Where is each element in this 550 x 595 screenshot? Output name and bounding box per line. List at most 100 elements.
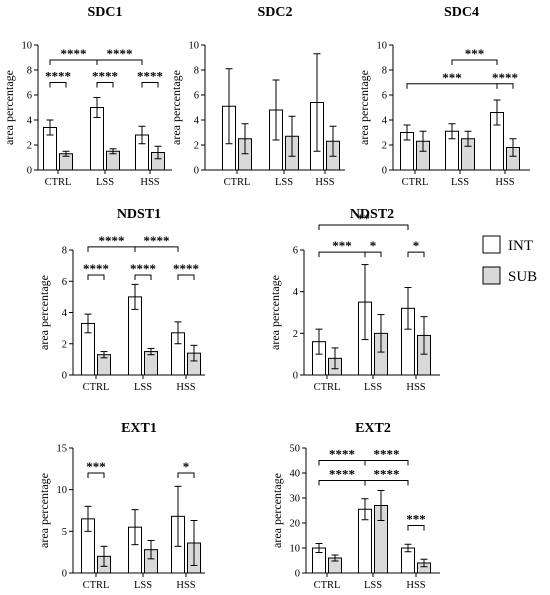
chart-sdc1: SDC1 area percentage 0 2 4 6 8 10 CTRL LSS HSS ****… xyxy=(2,5,172,188)
y-axis-label: area percentage xyxy=(169,70,183,145)
y-tick-label: 2 xyxy=(382,141,387,152)
y-tick-label: 20 xyxy=(290,519,301,530)
y-tick-label: 0 xyxy=(382,166,387,177)
legend-swatch-sub xyxy=(482,266,501,285)
x-tick-label: LSS xyxy=(96,177,114,188)
significance-bracket xyxy=(96,59,143,65)
significance-label: *** xyxy=(406,512,426,527)
significance-label: *** xyxy=(465,46,485,61)
x-tick-label: LSS xyxy=(364,382,382,393)
legend: INT SUB xyxy=(482,235,537,285)
significance-label: *** xyxy=(332,238,352,253)
x-tick-label: HSS xyxy=(406,382,425,393)
y-axis-label: area percentage xyxy=(37,473,51,548)
y-tick-label: 0 xyxy=(293,371,298,382)
significance-label: **** xyxy=(45,69,71,84)
x-tick-label: LSS xyxy=(275,177,293,188)
y-axis-label: area percentage xyxy=(268,275,282,350)
x-tick-label: LSS xyxy=(134,580,152,591)
y-tick-label: 4 xyxy=(194,116,200,127)
y-tick-label: 0 xyxy=(27,166,32,177)
x-tick-label: HSS xyxy=(406,580,425,591)
chart-title: SDC4 xyxy=(444,5,479,20)
y-tick-label: 0 xyxy=(62,569,67,580)
chart-title: EXT1 xyxy=(121,421,157,436)
significance-label: **** xyxy=(173,261,199,276)
chart-title: SDC1 xyxy=(87,5,122,20)
y-tick-label: 4 xyxy=(382,116,388,127)
significance-bracket xyxy=(177,472,195,478)
y-axis-label: area percentage xyxy=(270,473,284,548)
y-tick-label: 6 xyxy=(293,246,298,257)
x-tick-label: HSS xyxy=(176,382,195,393)
significance-label: **** xyxy=(374,467,400,482)
y-tick-label: 4 xyxy=(27,116,33,127)
significance-bracket xyxy=(96,82,114,88)
significance-bracket xyxy=(407,525,425,531)
significance-bracket xyxy=(87,472,105,478)
y-tick-label: 0 xyxy=(194,166,199,177)
y-tick-label: 10 xyxy=(22,41,33,52)
significance-label: * xyxy=(413,238,420,253)
y-tick-label: 2 xyxy=(27,141,32,152)
y-tick-label: 8 xyxy=(382,66,387,77)
significance-label: **** xyxy=(99,233,125,248)
y-tick-label: 2 xyxy=(62,339,67,350)
significance-label: **** xyxy=(374,447,400,462)
significance-label: **** xyxy=(130,261,156,276)
significance-label: *** xyxy=(442,70,462,85)
significance-bracket xyxy=(364,480,409,486)
x-tick-label: LSS xyxy=(451,177,469,188)
y-tick-label: 10 xyxy=(377,41,388,52)
y-tick-label: 4 xyxy=(62,308,68,319)
x-tick-label: CTRL xyxy=(314,382,341,393)
y-tick-label: 8 xyxy=(194,66,199,77)
y-tick-label: 6 xyxy=(62,277,67,288)
y-tick-label: 30 xyxy=(290,494,301,505)
y-tick-label: 0 xyxy=(295,569,300,580)
significance-bracket xyxy=(496,83,514,89)
significance-bracket xyxy=(364,251,382,258)
significance-label: **** xyxy=(92,69,118,84)
y-tick-label: 2 xyxy=(194,141,199,152)
chart-title: SDC2 xyxy=(257,5,292,20)
significance-bracket xyxy=(134,274,152,280)
significance-label: **** xyxy=(492,70,518,85)
legend-label-int: INT xyxy=(508,238,533,254)
y-tick-label: 40 xyxy=(290,469,301,480)
chart-ext2: EXT2 area percentage 0 10 20 30 40 50 CTRL LSS HSS… xyxy=(270,421,440,591)
y-tick-label: 10 xyxy=(290,544,301,555)
chart-title: EXT2 xyxy=(355,421,391,436)
x-tick-label: CTRL xyxy=(224,177,251,188)
y-tick-label: 4 xyxy=(293,287,299,298)
significance-label: *** xyxy=(86,459,106,474)
significance-bracket xyxy=(141,82,159,88)
y-tick-label: 8 xyxy=(62,246,67,257)
significance-label: **** xyxy=(329,447,355,462)
x-tick-label: CTRL xyxy=(83,382,110,393)
x-tick-label: CTRL xyxy=(45,177,72,188)
y-tick-label: 15 xyxy=(57,444,68,455)
significance-label: **** xyxy=(137,69,163,84)
x-tick-label: LSS xyxy=(364,580,382,591)
significance-bracket xyxy=(134,246,179,252)
y-axis-label: area percentage xyxy=(357,70,371,145)
legend-swatch-int xyxy=(482,235,501,254)
significance-bracket xyxy=(318,224,409,230)
chart-title: NDST1 xyxy=(117,207,161,222)
chart-title: NDST2 xyxy=(350,207,394,222)
significance-label: ** xyxy=(357,211,370,226)
significance-bracket xyxy=(87,274,105,280)
significance-label: * xyxy=(370,238,377,253)
significance-label: **** xyxy=(329,467,355,482)
y-tick-label: 6 xyxy=(27,91,32,102)
significance-bracket xyxy=(364,460,409,466)
y-tick-label: 6 xyxy=(194,91,199,102)
y-tick-label: 6 xyxy=(382,91,387,102)
x-tick-label: CTRL xyxy=(83,580,110,591)
